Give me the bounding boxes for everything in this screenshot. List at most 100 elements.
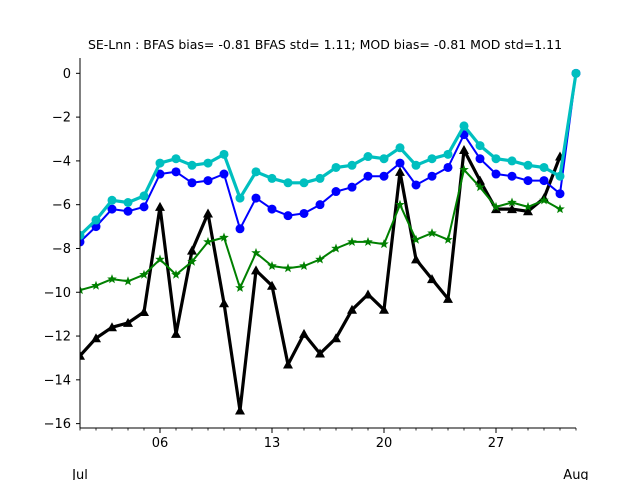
data-point bbox=[443, 149, 453, 159]
data-point bbox=[395, 143, 405, 153]
data-point bbox=[80, 285, 85, 295]
data-point bbox=[443, 293, 453, 303]
data-point bbox=[219, 298, 229, 308]
data-point bbox=[171, 269, 181, 279]
y-tick-label: −6 bbox=[52, 198, 71, 213]
data-point bbox=[299, 178, 309, 188]
data-point bbox=[443, 162, 453, 172]
data-point bbox=[475, 141, 485, 151]
data-point bbox=[555, 189, 565, 199]
data-point bbox=[299, 261, 309, 270]
data-point bbox=[139, 269, 149, 279]
data-point bbox=[459, 121, 469, 131]
data-point bbox=[347, 236, 357, 246]
data-point bbox=[571, 68, 581, 78]
data-point bbox=[251, 193, 261, 203]
series-0 bbox=[80, 144, 565, 415]
x-tick-label: 06 bbox=[152, 436, 169, 451]
data-point bbox=[347, 304, 357, 314]
x-tick-label: 27 bbox=[488, 436, 505, 451]
y-tick-label: 0 bbox=[63, 67, 71, 82]
data-point bbox=[475, 175, 485, 185]
data-point bbox=[267, 261, 277, 270]
month-label: Jul bbox=[71, 468, 88, 480]
data-point bbox=[555, 204, 565, 214]
data-point bbox=[459, 144, 469, 154]
data-point bbox=[219, 149, 229, 159]
series-line-2 bbox=[80, 72, 577, 243]
data-point bbox=[299, 208, 309, 218]
chart-title: SE-Lnn : BFAS bias= -0.81 BFAS std= 1.11… bbox=[88, 37, 562, 52]
data-point bbox=[491, 154, 501, 164]
data-point bbox=[139, 306, 149, 316]
x-tick-label: 20 bbox=[376, 436, 393, 451]
data-point bbox=[107, 274, 117, 284]
data-point bbox=[331, 333, 341, 343]
y-tick-label: −12 bbox=[44, 330, 71, 345]
data-point bbox=[331, 162, 341, 172]
data-point bbox=[507, 156, 517, 166]
data-point bbox=[395, 166, 405, 176]
data-point bbox=[427, 228, 437, 238]
data-point bbox=[507, 197, 517, 207]
data-point bbox=[363, 171, 373, 181]
plot-area bbox=[80, 68, 581, 415]
data-point bbox=[315, 173, 325, 183]
series-line-1 bbox=[80, 168, 561, 292]
data-point bbox=[411, 160, 421, 170]
data-point bbox=[171, 167, 181, 177]
data-point bbox=[443, 234, 453, 244]
data-point bbox=[107, 322, 117, 332]
data-point bbox=[363, 152, 373, 162]
data-point bbox=[523, 176, 533, 186]
data-point bbox=[475, 182, 485, 192]
data-point bbox=[187, 245, 197, 255]
data-point bbox=[107, 204, 117, 214]
data-point bbox=[235, 405, 245, 415]
data-point bbox=[187, 160, 197, 170]
data-point bbox=[123, 276, 133, 286]
data-point bbox=[251, 265, 261, 275]
data-point bbox=[123, 206, 133, 216]
data-point bbox=[427, 171, 437, 181]
data-point bbox=[427, 154, 437, 164]
data-point bbox=[491, 169, 501, 179]
data-point bbox=[523, 206, 533, 216]
data-point bbox=[251, 247, 261, 257]
data-point bbox=[267, 204, 277, 214]
data-point bbox=[155, 254, 165, 264]
data-point bbox=[539, 195, 549, 205]
data-point bbox=[139, 191, 149, 201]
data-point bbox=[219, 232, 229, 242]
data-point bbox=[331, 187, 341, 197]
data-point bbox=[363, 289, 373, 299]
data-point bbox=[80, 350, 85, 360]
data-point bbox=[523, 160, 533, 170]
data-point bbox=[107, 195, 117, 205]
data-point bbox=[379, 239, 389, 249]
data-point bbox=[523, 201, 533, 211]
data-point bbox=[171, 154, 181, 164]
data-point bbox=[539, 162, 549, 172]
data-point bbox=[283, 359, 293, 369]
data-point bbox=[539, 176, 549, 186]
data-point bbox=[411, 254, 421, 264]
data-point bbox=[187, 256, 197, 266]
data-point bbox=[80, 230, 85, 240]
data-point bbox=[251, 167, 261, 177]
data-point bbox=[155, 158, 165, 168]
data-point bbox=[315, 254, 325, 264]
data-point bbox=[267, 173, 277, 183]
data-point bbox=[299, 328, 309, 338]
data-point bbox=[123, 317, 133, 327]
data-point bbox=[555, 171, 565, 181]
data-point bbox=[123, 197, 133, 207]
series-1 bbox=[80, 164, 565, 295]
data-point bbox=[235, 193, 245, 203]
y-tick-label: −10 bbox=[44, 286, 71, 301]
data-point bbox=[203, 158, 213, 168]
data-point bbox=[427, 274, 437, 284]
data-point bbox=[507, 171, 517, 181]
y-tick-label: −16 bbox=[44, 417, 71, 432]
